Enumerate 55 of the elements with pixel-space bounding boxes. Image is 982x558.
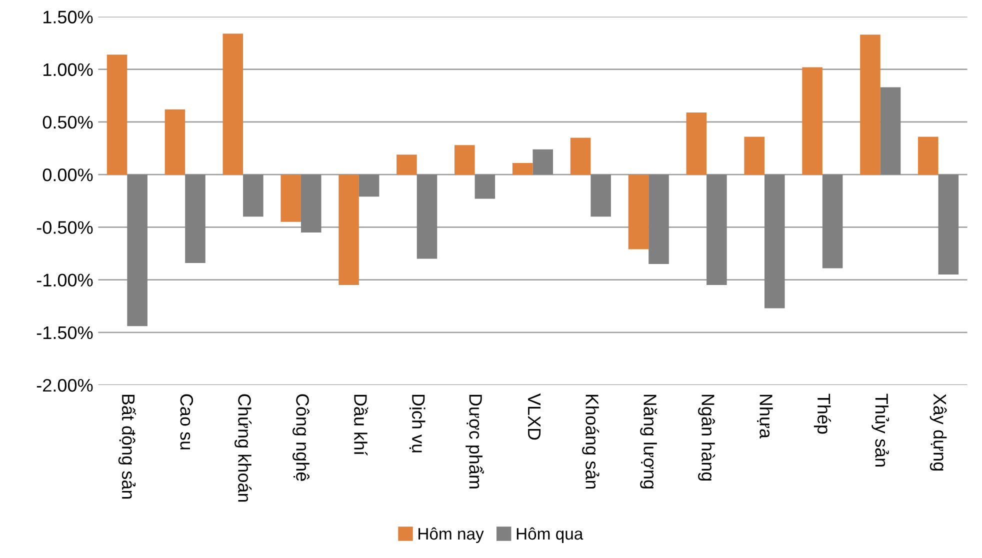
x-tick-label: Thủy sản [872, 394, 890, 466]
x-tick-label: Dịch vụ [409, 394, 426, 452]
bar [860, 34, 880, 175]
bar [512, 163, 533, 175]
bar [822, 174, 843, 268]
bar [358, 174, 380, 197]
x-tick-label: Bất động sản [118, 394, 136, 499]
bar [185, 174, 206, 263]
bar [222, 34, 244, 175]
bar [106, 54, 128, 175]
bar [628, 174, 649, 250]
bar [532, 149, 554, 175]
bar [880, 87, 901, 175]
y-tick-label: -0.50% [36, 221, 93, 234]
y-tick-label: -2.00% [36, 378, 93, 392]
bar [454, 145, 475, 175]
x-tick-label: Khoáng sản [582, 394, 600, 489]
bar [338, 174, 359, 286]
bar [127, 174, 148, 326]
bar [570, 138, 591, 175]
y-tick-label: -1.50% [36, 326, 93, 340]
x-tick-label: Xây dựng [930, 394, 947, 471]
x-tick-label: Cao su [180, 394, 194, 450]
bar [590, 174, 611, 217]
bar [164, 109, 186, 175]
y-tick-label: 0.00% [42, 168, 93, 182]
x-tick-label: Thép [814, 394, 831, 434]
bar [280, 174, 301, 222]
bar [243, 174, 264, 217]
x-tick-label: Nhựa [757, 394, 773, 439]
bar [918, 136, 938, 175]
bar [686, 112, 707, 175]
y-tick-label: 1.50% [44, 10, 93, 24]
legend-label: Hôm nay [418, 527, 484, 543]
bar [300, 174, 322, 232]
bar [706, 174, 727, 286]
bar [416, 174, 438, 259]
bar [396, 154, 417, 175]
x-tick-label: Công nghệ [292, 394, 310, 481]
x-tick-label: VLXD [528, 393, 540, 440]
x-tick-label: Năng lượng [640, 394, 658, 488]
bar [802, 67, 822, 175]
x-tick-label: Chứng khoán [234, 394, 252, 502]
y-tick-label: -1.00% [36, 274, 93, 287]
bar [744, 136, 764, 175]
x-tick-label: Dược phẩm [466, 394, 484, 488]
x-tick-label: Ngân hàng [698, 394, 716, 481]
bar [474, 174, 496, 199]
legend-label: Hôm qua [516, 527, 584, 543]
bar [648, 174, 669, 264]
y-tick-label: 0.50% [42, 116, 93, 129]
bar [764, 174, 785, 308]
y-tick-label: 1.00% [44, 63, 93, 76]
bar [938, 174, 959, 275]
x-tick-label: Dầu khí [354, 394, 368, 456]
